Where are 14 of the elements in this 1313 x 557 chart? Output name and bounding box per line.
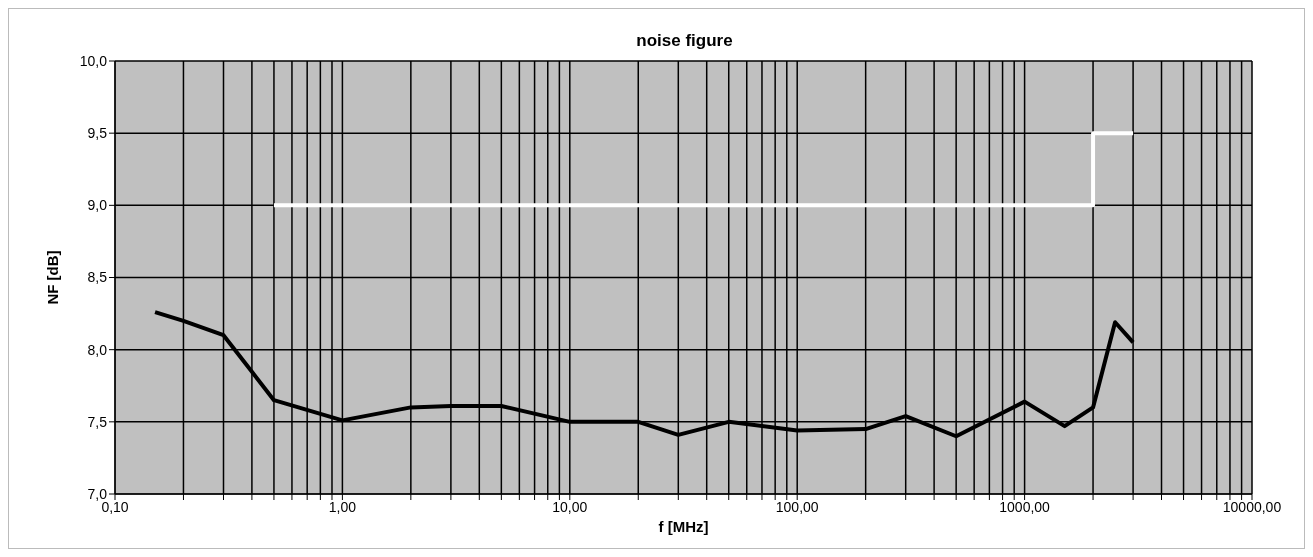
chart-title: noise figure <box>635 31 734 51</box>
x-axis-title: f [MHz] <box>658 518 709 535</box>
x-tick-label: 1,00 <box>328 498 357 515</box>
y-tick-label: 8,0 <box>87 341 108 358</box>
x-tick-label: 10000,00 <box>1222 498 1282 515</box>
y-tick-label: 7,5 <box>87 413 108 430</box>
y-tick-label: 9,5 <box>87 125 108 142</box>
y-tick-label: 9,0 <box>87 197 108 214</box>
x-tick-label: 1000,00 <box>999 498 1051 515</box>
x-tick-label: 100,00 <box>775 498 819 515</box>
y-tick-label: 10,0 <box>79 52 108 69</box>
x-tick-label: 10,00 <box>552 498 588 515</box>
y-axis-title: NF [dB] <box>44 250 62 305</box>
y-tick-label: 8,5 <box>87 269 108 286</box>
